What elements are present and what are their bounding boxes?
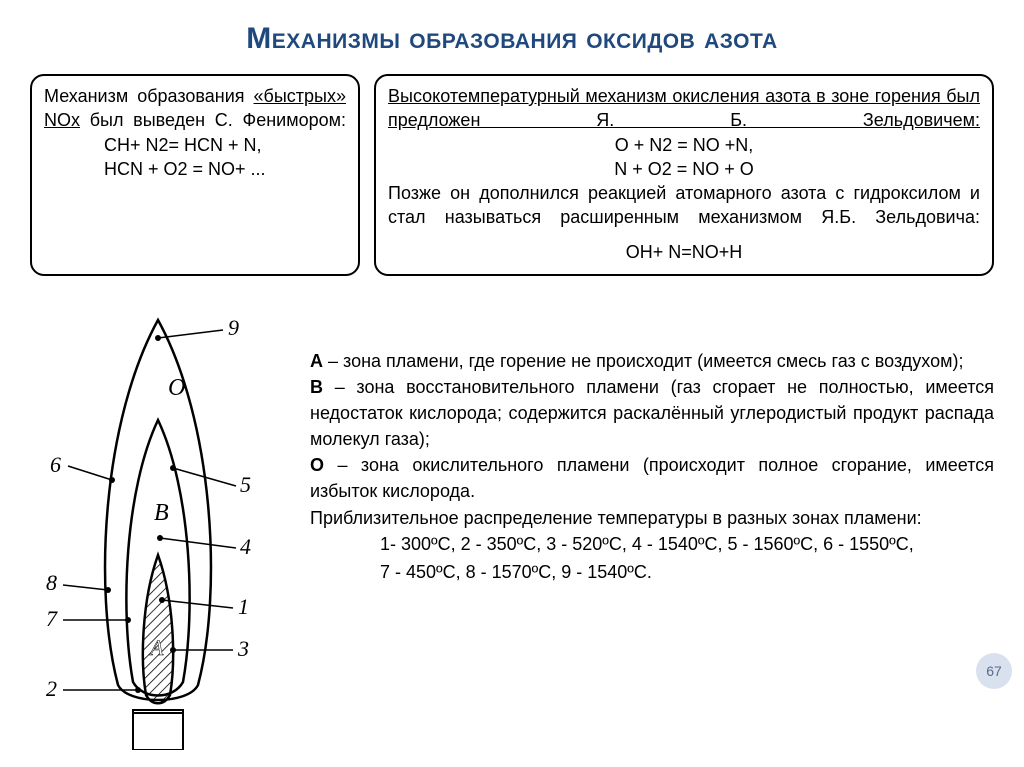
num-2: 2	[46, 676, 57, 701]
legend-temps1: 1- 300ºС, 2 - 350ºС, 3 - 520ºС, 4 - 1540…	[310, 531, 994, 559]
intro-span: Механизм образования	[44, 86, 254, 106]
zeldovich-eq2: N + O2 = NO + O	[388, 157, 980, 181]
zeldovich-intro1: Высокотемпературный механизм окисления а…	[388, 84, 980, 133]
legend-O-label: О	[310, 455, 324, 475]
num-4: 4	[240, 534, 251, 559]
zone-O-label: О	[168, 375, 185, 401]
num-3: 3	[237, 636, 249, 661]
num-9: 9	[228, 315, 239, 340]
zeldovich-box: Высокотемпературный механизм окисления а…	[374, 74, 994, 276]
legend-A-label: А	[310, 351, 323, 371]
num-7: 7	[46, 606, 58, 631]
legend-O-text: – зона окислительного пламени (происходи…	[310, 455, 994, 501]
zeldovich-eq1: O + N2 = NO +N,	[388, 133, 980, 157]
zeldovich-intro2: Позже он дополнился реакцией атомарного …	[388, 181, 980, 230]
legend-A: А – зона пламени, где горение не происхо…	[310, 348, 994, 374]
fenimore-box: Механизм образования «быстрых» NOx был в…	[30, 74, 360, 276]
intro-span2: был выведен С. Фенимором:	[80, 110, 346, 130]
page-title: Механизмы образования оксидов азота	[0, 0, 1024, 74]
zone-B-label: В	[154, 500, 169, 526]
num-8: 8	[46, 570, 57, 595]
top-row: Механизм образования «быстрых» NOx был в…	[0, 74, 1024, 276]
num-6: 6	[50, 452, 61, 477]
legend-B-label: В	[310, 377, 323, 397]
zeldovich-eq3: OH+ N=NO+H	[388, 240, 980, 264]
num-1: 1	[238, 594, 249, 619]
legend-B-text: – зона восстановительного пламени (газ с…	[310, 377, 994, 449]
flame-diagram: О В А 9 6 5 4 8 7 1 3 2	[8, 290, 308, 750]
zone-A-label: А	[148, 635, 164, 660]
fenimore-eq1: CH+ N2= HCN + N,	[44, 133, 346, 157]
fenimore-intro: Механизм образования «быстрых» NOx был в…	[44, 84, 346, 133]
fenimore-eq2: HCN + O2 = NO+ ...	[44, 157, 346, 181]
legend-temps2: 7 - 450ºС, 8 - 1570ºС, 9 - 1540ºС.	[310, 559, 994, 587]
legend-temp-intro: Приблизительное распределение температур…	[310, 505, 994, 531]
legend-A-text: – зона пламени, где горение не происходи…	[323, 351, 964, 371]
page-number-badge: 67	[976, 653, 1012, 689]
legend-B: В – зона восстановительного пламени (газ…	[310, 374, 994, 452]
num-5: 5	[240, 472, 251, 497]
legend-block: А – зона пламени, где горение не происхо…	[310, 348, 994, 586]
legend-O: О – зона окислительного пламени (происхо…	[310, 452, 994, 504]
